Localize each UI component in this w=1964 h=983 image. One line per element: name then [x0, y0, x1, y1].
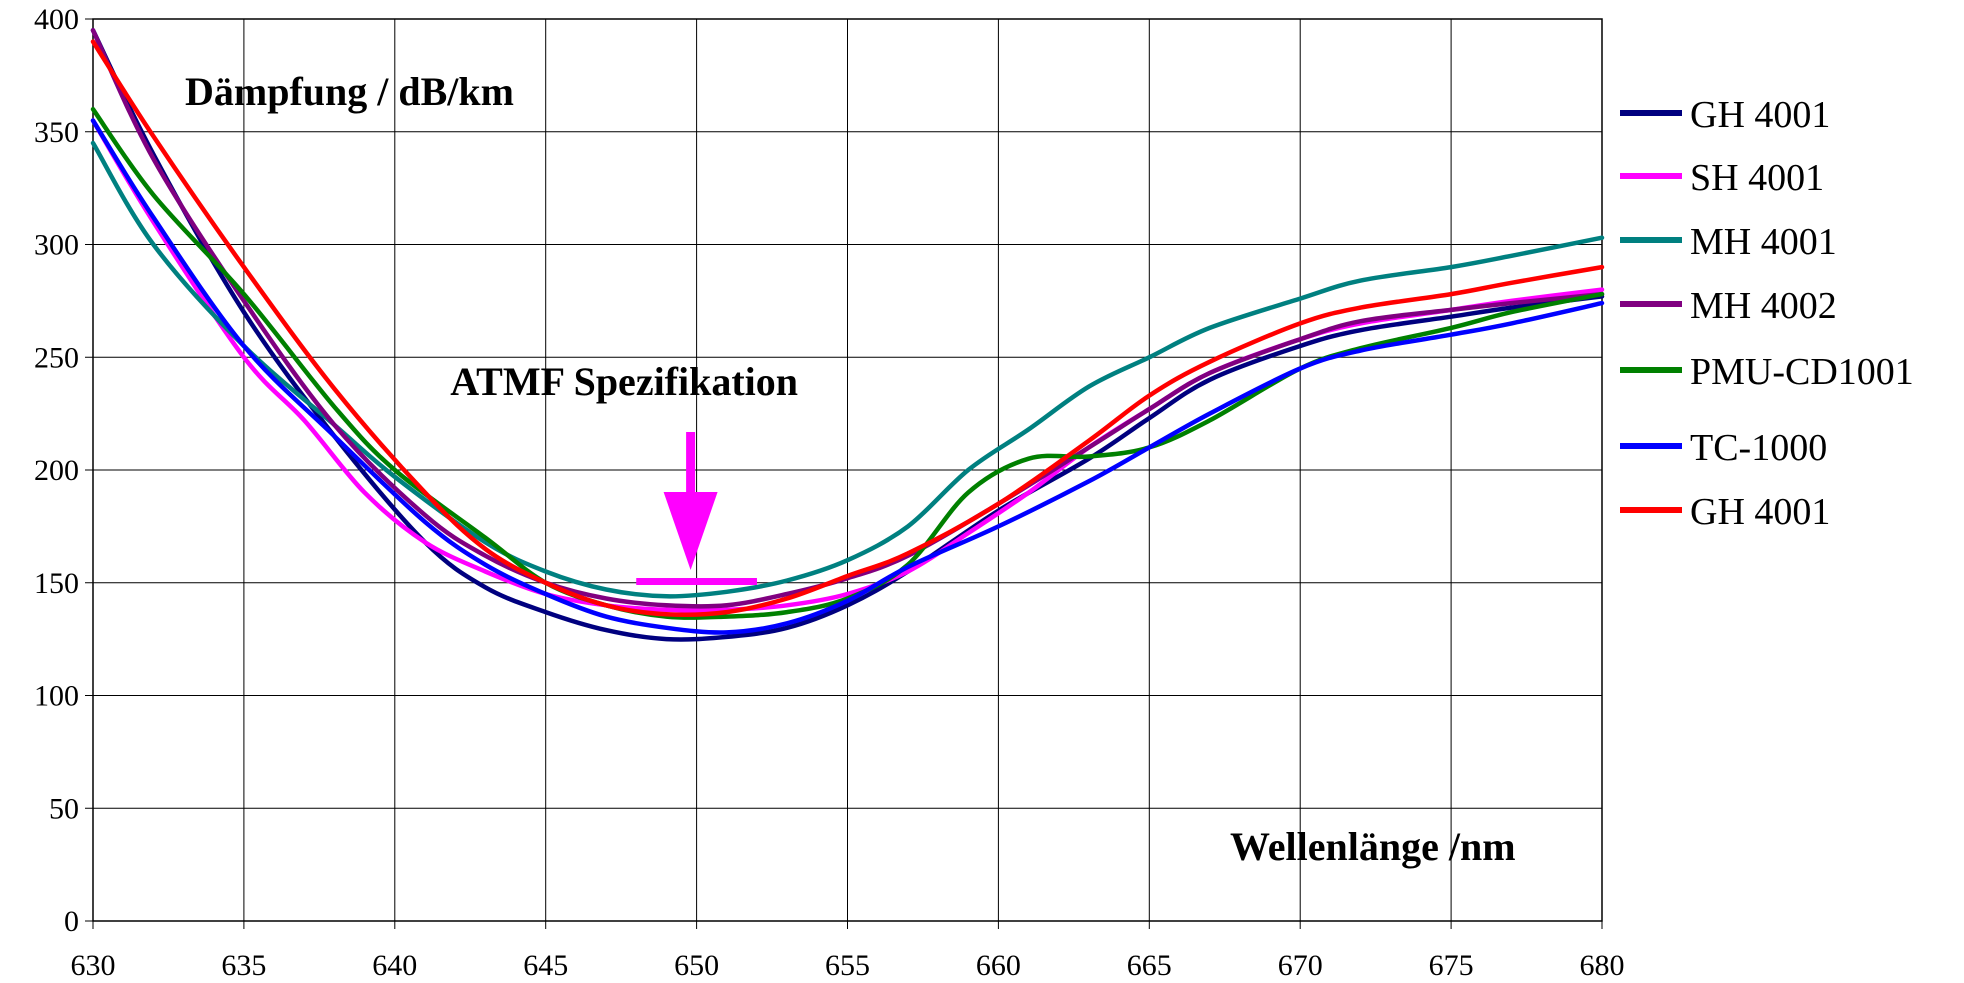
- x-tick-label: 680: [1580, 949, 1625, 982]
- x-tick-label: 630: [71, 949, 116, 982]
- legend-label-4: MH 4002: [1690, 285, 1837, 327]
- y-tick-label: 250: [34, 341, 79, 374]
- legend-label-2: SH 4001: [1690, 157, 1824, 199]
- y-tick-label: 400: [34, 3, 79, 36]
- plot-frame: [92, 18, 1603, 922]
- annotation: ATMF Spezifikation: [450, 359, 798, 585]
- x-tick-label: 640: [372, 949, 417, 982]
- legend-label-5: PMU-CD1001: [1690, 351, 1914, 393]
- annotation-label: ATMF Spezifikation: [450, 359, 798, 404]
- x-tick-label: 660: [976, 949, 1021, 982]
- x-axis-title: Wellenlänge /nm: [1230, 824, 1516, 869]
- y-tick-label: 100: [34, 680, 79, 713]
- x-tick-label: 675: [1429, 949, 1474, 982]
- y-axis-title: Dämpfung / dB/km: [185, 69, 514, 114]
- y-tick-label: 0: [64, 905, 79, 938]
- legend-label-3: MH 4001: [1690, 221, 1837, 263]
- y-tick-label: 300: [34, 229, 79, 262]
- x-tick-label: 670: [1278, 949, 1323, 982]
- x-tick-label: 655: [825, 949, 870, 982]
- legend-label-7: GH 4001: [1690, 491, 1830, 533]
- y-tick-label: 350: [34, 116, 79, 149]
- x-tick-label: 665: [1127, 949, 1172, 982]
- x-tick-label: 650: [674, 949, 719, 982]
- legend-label-1: GH 4001: [1690, 94, 1830, 136]
- series-line-6: [90, 118, 1605, 635]
- y-tick-label: 50: [49, 792, 79, 825]
- axes: 630 635 640 645 650 655 660 665 670 675 680 0 50 100 1…: [34, 3, 1625, 982]
- series-lines: [90, 28, 1605, 642]
- x-tick-label: 635: [221, 949, 266, 982]
- series-line-7: [90, 39, 1605, 618]
- legend-label-6: TC-1000: [1690, 427, 1827, 469]
- legend: GH 4001 SH 4001 MH 4001 MH 4002 PMU-CD1001 TC…: [1620, 94, 1914, 533]
- series-line-4: [90, 28, 1605, 609]
- annotation-arrow-head: [663, 492, 718, 570]
- y-tick-label: 150: [34, 567, 79, 600]
- x-tick-label: 645: [523, 949, 568, 982]
- y-tick-label: 200: [34, 454, 79, 487]
